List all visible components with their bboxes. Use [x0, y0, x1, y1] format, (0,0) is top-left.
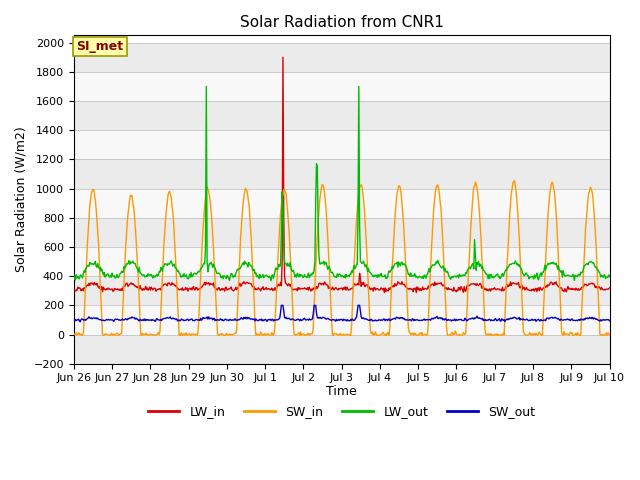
Bar	[74, 305, 609, 335]
Bar	[74, 101, 609, 130]
SW_in	[605, 332, 613, 338]
X-axis label: Time: Time	[326, 385, 357, 398]
Text: SI_met: SI_met	[76, 40, 124, 53]
LW_in	[244, 280, 252, 286]
Y-axis label: Solar Radiation (W/m2): Solar Radiation (W/m2)	[15, 127, 28, 273]
Bar	[74, 43, 609, 72]
SW_out	[70, 317, 77, 323]
SW_out	[246, 315, 253, 321]
Line: LW_out: LW_out	[74, 86, 609, 280]
Bar	[74, 247, 609, 276]
SW_out	[523, 316, 531, 322]
SW_in	[70, 331, 77, 337]
SW_out	[86, 315, 93, 321]
LW_in	[70, 287, 77, 293]
Bar	[74, 218, 609, 247]
LW_in	[557, 285, 564, 290]
SW_out	[158, 318, 166, 324]
SW_in	[557, 309, 564, 315]
SW_in	[99, 332, 107, 338]
SW_in	[158, 294, 166, 300]
LW_out	[246, 261, 253, 266]
SW_out	[605, 318, 613, 324]
SW_out	[76, 319, 84, 324]
LW_in	[157, 287, 164, 293]
LW_in	[279, 54, 287, 60]
Legend: LW_in, SW_in, LW_out, SW_out: LW_in, SW_in, LW_out, SW_out	[143, 400, 540, 423]
Bar	[74, 72, 609, 101]
SW_out	[278, 302, 285, 308]
Bar	[74, 335, 609, 364]
LW_out	[214, 271, 221, 276]
LW_out	[556, 268, 564, 274]
SW_out	[214, 317, 221, 323]
Bar	[74, 159, 609, 189]
LW_in	[85, 280, 93, 286]
LW_out	[70, 272, 77, 277]
Bar	[74, 189, 609, 218]
Line: SW_out: SW_out	[74, 305, 609, 322]
Line: SW_in: SW_in	[74, 181, 609, 335]
SW_in	[511, 178, 518, 184]
LW_out	[522, 271, 529, 276]
LW_out	[85, 264, 93, 269]
LW_in	[605, 285, 613, 291]
SW_in	[246, 206, 253, 212]
SW_in	[523, 332, 531, 338]
SW_in	[85, 217, 93, 223]
SW_out	[557, 316, 564, 322]
LW_out	[570, 277, 578, 283]
SW_in	[214, 331, 221, 336]
LW_in	[523, 285, 531, 290]
LW_in	[213, 287, 221, 292]
Bar	[74, 130, 609, 159]
LW_in	[412, 290, 420, 296]
LW_out	[202, 84, 210, 89]
LW_out	[157, 264, 164, 270]
Line: LW_in: LW_in	[74, 57, 609, 293]
Title: Solar Radiation from CNR1: Solar Radiation from CNR1	[240, 15, 444, 30]
LW_out	[605, 274, 613, 279]
Bar	[74, 276, 609, 305]
